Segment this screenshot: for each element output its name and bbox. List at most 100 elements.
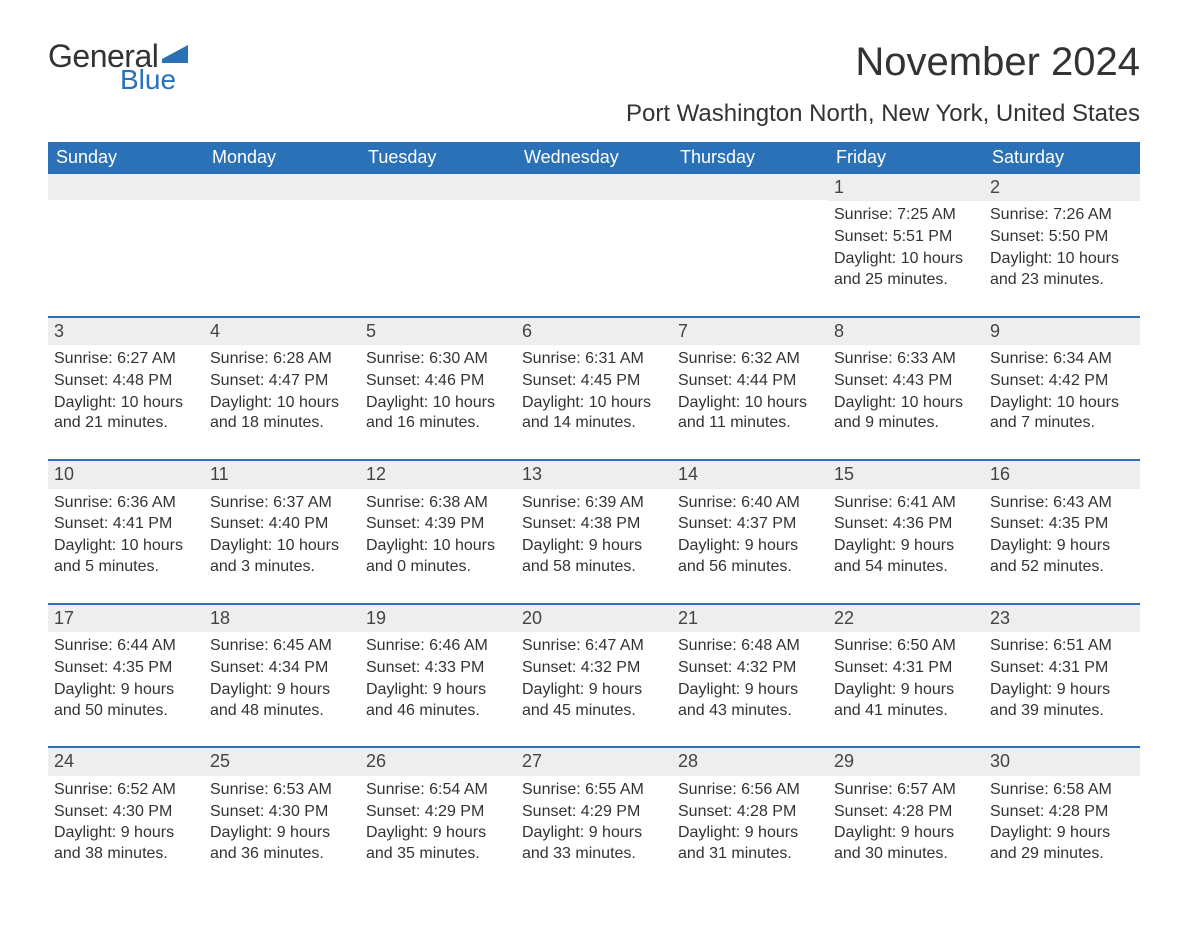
calendar-week-row: 24Sunrise: 6:52 AMSunset: 4:30 PMDayligh… [48,747,1140,890]
day-number: 8 [828,318,984,345]
sunrise-text: Sunrise: 7:25 AM [834,205,978,226]
day-details: Sunrise: 6:33 AMSunset: 4:43 PMDaylight:… [832,349,980,434]
calendar-day-cell: 23Sunrise: 6:51 AMSunset: 4:31 PMDayligh… [984,604,1140,748]
calendar-day-cell [204,174,360,317]
daylight-text: Daylight: 9 hours and 56 minutes. [678,536,822,578]
calendar-day-cell: 3 Sunrise: 6:27 AMSunset: 4:48 PMDaylight… [48,317,204,461]
daylight-text: Daylight: 10 hours and 7 minutes. [990,393,1134,435]
sunrise-text: Sunrise: 6:41 AM [834,493,978,514]
day-details: Sunrise: 6:51 AMSunset: 4:31 PMDaylight:… [988,636,1136,721]
day-number: 18 [204,605,360,632]
daylight-text: Daylight: 9 hours and 36 minutes. [210,823,354,865]
sunset-text: Sunset: 4:43 PM [834,371,978,392]
daylight-text: Daylight: 10 hours and 16 minutes. [366,393,510,435]
daylight-text: Daylight: 9 hours and 43 minutes. [678,680,822,722]
day-details: Sunrise: 6:36 AMSunset: 4:41 PMDaylight:… [52,493,200,578]
sunset-text: Sunset: 4:28 PM [678,802,822,823]
day-details: Sunrise: 7:25 AMSunset: 5:51 PMDaylight:… [832,205,980,290]
daylight-text: Daylight: 9 hours and 46 minutes. [366,680,510,722]
day-details: Sunrise: 6:39 AMSunset: 4:38 PMDaylight:… [520,493,668,578]
calendar-day-cell: 4Sunrise: 6:28 AMSunset: 4:47 PMDaylight… [204,317,360,461]
sunrise-text: Sunrise: 6:37 AM [210,493,354,514]
day-details: Sunrise: 6:27 AMSunset: 4:48 PMDaylight:… [52,349,200,434]
calendar-day-cell: 21Sunrise: 6:48 AMSunset: 4:32 PMDayligh… [672,604,828,748]
day-number: 9 [984,318,1140,345]
sunrise-text: Sunrise: 6:31 AM [522,349,666,370]
day-number: 29 [828,748,984,775]
day-details: Sunrise: 6:55 AMSunset: 4:29 PMDaylight:… [520,780,668,865]
sunset-text: Sunset: 4:31 PM [990,658,1134,679]
sunset-text: Sunset: 5:51 PM [834,227,978,248]
calendar-day-cell: 25Sunrise: 6:53 AMSunset: 4:30 PMDayligh… [204,747,360,890]
logo-text-blue: Blue [120,66,176,94]
sunset-text: Sunset: 4:40 PM [210,514,354,535]
daylight-text: Daylight: 9 hours and 58 minutes. [522,536,666,578]
weekday-header: Friday [828,142,984,174]
sunset-text: Sunset: 4:47 PM [210,371,354,392]
empty-day-band [48,174,204,200]
calendar-day-cell: 15Sunrise: 6:41 AMSunset: 4:36 PMDayligh… [828,460,984,604]
calendar-day-cell: 6Sunrise: 6:31 AMSunset: 4:45 PMDaylight… [516,317,672,461]
calendar-day-cell: 26Sunrise: 6:54 AMSunset: 4:29 PMDayligh… [360,747,516,890]
sunrise-text: Sunrise: 6:52 AM [54,780,198,801]
calendar-day-cell: 10 Sunrise: 6:36 AMSunset: 4:41 PMDayligh… [48,460,204,604]
daylight-text: Daylight: 10 hours and 25 minutes. [834,249,978,291]
sunrise-text: Sunrise: 6:32 AM [678,349,822,370]
sunset-text: Sunset: 4:29 PM [522,802,666,823]
calendar-day-cell [48,174,204,317]
sunrise-text: Sunrise: 6:27 AM [54,349,198,370]
calendar-day-cell: 30Sunrise: 6:58 AMSunset: 4:28 PMDayligh… [984,747,1140,890]
calendar-day-cell: 7 Sunrise: 6:32 AMSunset: 4:44 PMDaylight… [672,317,828,461]
calendar-day-cell: 1Sunrise: 7:25 AMSunset: 5:51 PMDaylight… [828,174,984,317]
day-number: 11 [204,461,360,488]
daylight-text: Daylight: 10 hours and 11 minutes. [678,393,822,435]
sunset-text: Sunset: 4:46 PM [366,371,510,392]
sunrise-text: Sunrise: 6:30 AM [366,349,510,370]
day-number: 10 [48,461,204,488]
day-details: Sunrise: 6:46 AMSunset: 4:33 PMDaylight:… [364,636,512,721]
day-details: Sunrise: 6:58 AMSunset: 4:28 PMDaylight:… [988,780,1136,865]
sunrise-text: Sunrise: 7:26 AM [990,205,1134,226]
sunrise-text: Sunrise: 6:36 AM [54,493,198,514]
sunrise-text: Sunrise: 6:28 AM [210,349,354,370]
day-details: Sunrise: 6:47 AMSunset: 4:32 PMDaylight:… [520,636,668,721]
weekday-header: Monday [204,142,360,174]
sunset-text: Sunset: 4:36 PM [834,514,978,535]
day-number: 7 [672,318,828,345]
day-number: 3 [48,318,204,345]
sunset-text: Sunset: 4:28 PM [990,802,1134,823]
sunset-text: Sunset: 4:44 PM [678,371,822,392]
day-details: Sunrise: 6:28 AMSunset: 4:47 PMDaylight:… [208,349,356,434]
sunset-text: Sunset: 4:48 PM [54,371,198,392]
sunrise-text: Sunrise: 6:43 AM [990,493,1134,514]
daylight-text: Daylight: 9 hours and 50 minutes. [54,680,198,722]
day-number: 22 [828,605,984,632]
day-details: Sunrise: 6:45 AMSunset: 4:34 PMDaylight:… [208,636,356,721]
calendar-day-cell: 22Sunrise: 6:50 AMSunset: 4:31 PMDayligh… [828,604,984,748]
sunrise-text: Sunrise: 6:44 AM [54,636,198,657]
daylight-text: Daylight: 9 hours and 29 minutes. [990,823,1134,865]
day-details: Sunrise: 6:57 AMSunset: 4:28 PMDaylight:… [832,780,980,865]
sunset-text: Sunset: 4:30 PM [210,802,354,823]
day-details: Sunrise: 6:32 AMSunset: 4:44 PMDaylight:… [676,349,824,434]
day-number: 5 [360,318,516,345]
day-details: Sunrise: 6:52 AMSunset: 4:30 PMDaylight:… [52,780,200,865]
day-details: Sunrise: 6:54 AMSunset: 4:29 PMDaylight:… [364,780,512,865]
sunrise-text: Sunrise: 6:55 AM [522,780,666,801]
sunset-text: Sunset: 4:38 PM [522,514,666,535]
calendar-table: Sunday Monday Tuesday Wednesday Thursday… [48,142,1140,890]
daylight-text: Daylight: 9 hours and 41 minutes. [834,680,978,722]
day-number: 25 [204,748,360,775]
daylight-text: Daylight: 10 hours and 0 minutes. [366,536,510,578]
sunrise-text: Sunrise: 6:39 AM [522,493,666,514]
day-number: 14 [672,461,828,488]
day-details: Sunrise: 6:43 AMSunset: 4:35 PMDaylight:… [988,493,1136,578]
page-title: November 2024 [855,40,1140,85]
day-details: Sunrise: 6:44 AMSunset: 4:35 PMDaylight:… [52,636,200,721]
day-number: 15 [828,461,984,488]
daylight-text: Daylight: 10 hours and 21 minutes. [54,393,198,435]
day-details: Sunrise: 6:34 AMSunset: 4:42 PMDaylight:… [988,349,1136,434]
calendar-day-cell: 24Sunrise: 6:52 AMSunset: 4:30 PMDayligh… [48,747,204,890]
logo: General Blue [48,40,196,94]
empty-day-band [672,174,828,200]
